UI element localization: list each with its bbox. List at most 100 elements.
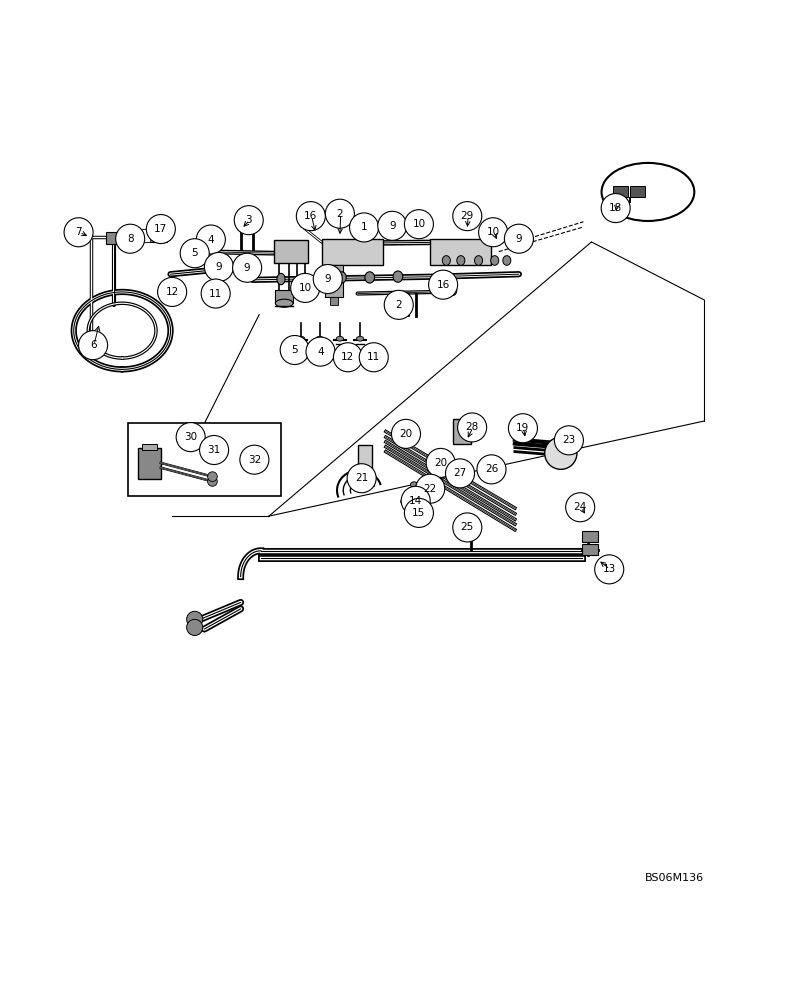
Text: 12: 12 — [341, 352, 354, 362]
Text: 31: 31 — [207, 445, 221, 455]
Circle shape — [453, 513, 481, 542]
Text: 32: 32 — [247, 455, 260, 465]
Text: 25: 25 — [460, 522, 474, 532]
Circle shape — [239, 445, 268, 474]
Text: 6: 6 — [90, 340, 97, 350]
Text: 15: 15 — [412, 508, 425, 518]
Circle shape — [478, 218, 507, 247]
Circle shape — [157, 277, 187, 306]
Circle shape — [204, 252, 233, 281]
Text: 9: 9 — [388, 221, 395, 231]
FancyBboxPatch shape — [275, 290, 293, 303]
Circle shape — [333, 343, 362, 372]
FancyBboxPatch shape — [330, 297, 338, 305]
Circle shape — [180, 239, 209, 268]
Circle shape — [476, 455, 505, 484]
Text: 7: 7 — [75, 227, 82, 237]
FancyBboxPatch shape — [141, 229, 149, 242]
Circle shape — [358, 343, 388, 372]
FancyBboxPatch shape — [629, 186, 644, 197]
Text: 16: 16 — [436, 280, 449, 290]
Text: 1: 1 — [360, 222, 367, 232]
Ellipse shape — [364, 272, 374, 283]
Circle shape — [79, 331, 108, 360]
FancyBboxPatch shape — [141, 229, 167, 242]
Text: 2: 2 — [336, 209, 343, 219]
Circle shape — [554, 426, 582, 455]
Text: 22: 22 — [423, 484, 436, 494]
Circle shape — [296, 202, 325, 231]
Ellipse shape — [601, 163, 693, 221]
Circle shape — [290, 273, 320, 302]
Circle shape — [208, 477, 217, 486]
Text: 24: 24 — [573, 502, 586, 512]
Text: 21: 21 — [354, 473, 368, 483]
Text: 10: 10 — [412, 219, 425, 229]
Circle shape — [196, 225, 225, 254]
FancyBboxPatch shape — [106, 232, 120, 244]
Text: 23: 23 — [561, 435, 575, 445]
Ellipse shape — [465, 531, 474, 537]
FancyBboxPatch shape — [142, 444, 157, 450]
Ellipse shape — [478, 474, 484, 478]
Circle shape — [280, 335, 309, 365]
Ellipse shape — [393, 271, 402, 282]
Text: 13: 13 — [602, 564, 615, 574]
FancyBboxPatch shape — [581, 531, 597, 542]
Text: 10: 10 — [486, 227, 499, 237]
Circle shape — [306, 337, 335, 366]
Circle shape — [349, 213, 378, 242]
Circle shape — [504, 224, 533, 253]
Ellipse shape — [356, 336, 363, 341]
Text: 10: 10 — [298, 283, 311, 293]
Text: 27: 27 — [453, 468, 466, 478]
Ellipse shape — [404, 492, 410, 497]
FancyBboxPatch shape — [581, 544, 597, 555]
Circle shape — [200, 435, 229, 465]
Ellipse shape — [463, 478, 469, 482]
FancyBboxPatch shape — [453, 419, 470, 444]
Circle shape — [428, 270, 457, 299]
Text: 8: 8 — [127, 234, 133, 244]
Circle shape — [453, 202, 481, 231]
Text: 14: 14 — [409, 496, 422, 506]
Circle shape — [508, 414, 537, 443]
Ellipse shape — [474, 256, 482, 265]
Circle shape — [146, 215, 175, 244]
Circle shape — [208, 472, 217, 481]
Circle shape — [187, 619, 203, 635]
Circle shape — [404, 498, 433, 527]
Text: 18: 18 — [608, 203, 621, 213]
Ellipse shape — [337, 272, 346, 283]
Circle shape — [600, 194, 629, 223]
FancyBboxPatch shape — [273, 240, 307, 263]
Ellipse shape — [410, 482, 417, 488]
Circle shape — [391, 419, 420, 448]
Text: 4: 4 — [208, 235, 214, 245]
Text: 20: 20 — [399, 429, 412, 439]
Text: BS06M136: BS06M136 — [645, 873, 703, 883]
Circle shape — [594, 555, 623, 584]
Text: 4: 4 — [317, 347, 324, 357]
Ellipse shape — [442, 256, 450, 265]
Circle shape — [187, 611, 203, 627]
Circle shape — [313, 265, 342, 294]
Text: 9: 9 — [243, 263, 250, 273]
Text: 5: 5 — [291, 345, 298, 355]
Circle shape — [445, 459, 474, 488]
Text: 11: 11 — [367, 352, 380, 362]
Circle shape — [384, 290, 413, 319]
Text: 28: 28 — [465, 422, 478, 432]
Circle shape — [457, 413, 486, 442]
Circle shape — [346, 464, 375, 493]
Ellipse shape — [401, 499, 407, 504]
Ellipse shape — [315, 336, 323, 341]
Text: 29: 29 — [460, 211, 474, 221]
Circle shape — [404, 210, 433, 239]
Text: 30: 30 — [184, 432, 197, 442]
Ellipse shape — [457, 256, 465, 265]
Ellipse shape — [275, 299, 293, 307]
Circle shape — [115, 224, 144, 253]
Text: 3: 3 — [245, 215, 251, 225]
Text: 16: 16 — [304, 211, 317, 221]
